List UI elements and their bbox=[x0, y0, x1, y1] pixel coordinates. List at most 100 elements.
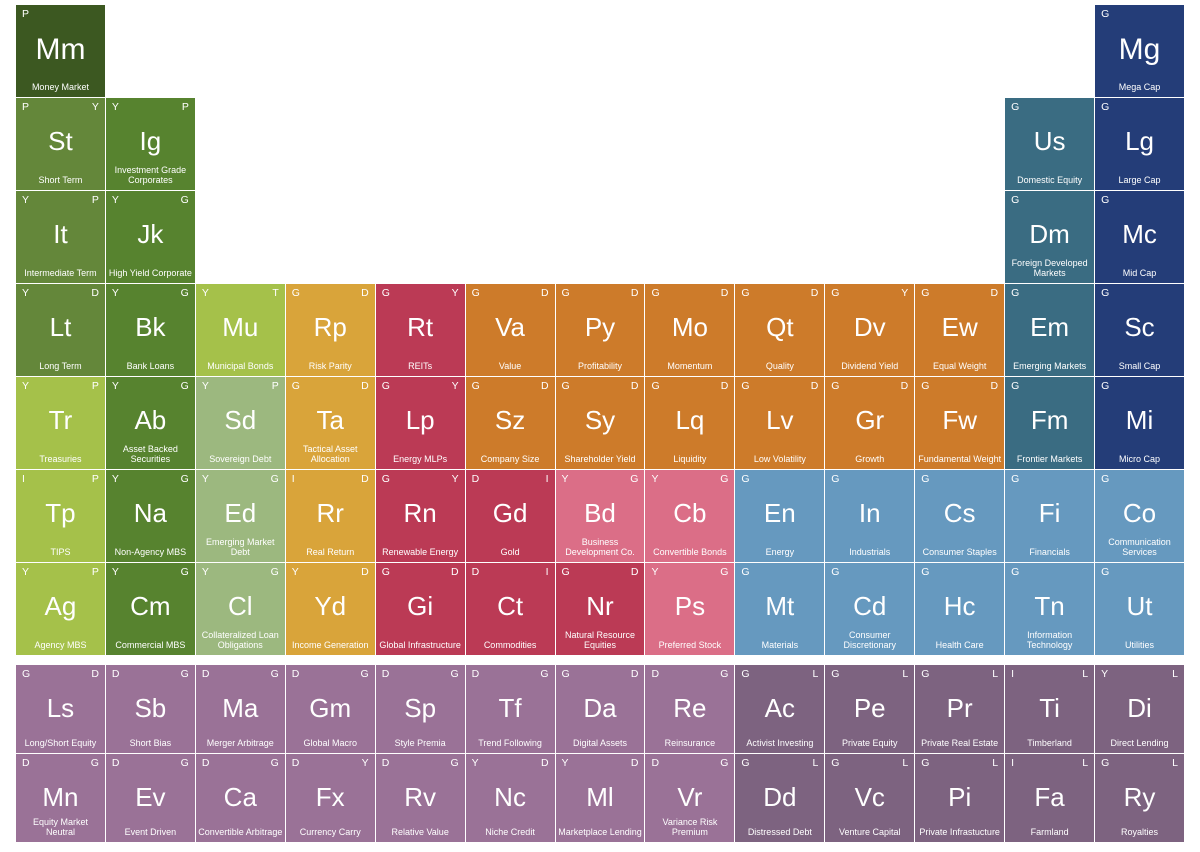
cell-name: Financials bbox=[1007, 548, 1092, 558]
cell-name: Materials bbox=[737, 641, 822, 651]
asset-cell-ml: YDMlMarketplace Lending bbox=[556, 754, 645, 842]
cell-top-right: G bbox=[181, 668, 189, 680]
cell-name: Direct Lending bbox=[1097, 739, 1182, 749]
cell-symbol: Sd bbox=[196, 405, 285, 436]
cell-symbol: Ma bbox=[196, 693, 285, 724]
cell-top-right: G bbox=[181, 757, 189, 769]
cell-name: Currency Carry bbox=[288, 828, 373, 838]
cell-top-left: D bbox=[112, 757, 120, 769]
cell-top-left: D bbox=[202, 668, 210, 680]
asset-cell-tp: IPTpTIPS bbox=[16, 470, 105, 562]
cell-name: Momentum bbox=[647, 362, 732, 372]
asset-cell-ta: GDTaTactical Asset Allocation bbox=[286, 377, 375, 469]
cell-top-left: G bbox=[382, 380, 390, 392]
cell-top-right: G bbox=[271, 566, 279, 578]
asset-cell-ig: YPIgInvestment Grade Corporates bbox=[106, 98, 195, 190]
cell-name: Utilities bbox=[1097, 641, 1182, 651]
cell-name: Growth bbox=[827, 455, 912, 465]
cell-top-left: G bbox=[1101, 8, 1109, 20]
cell-symbol: Nr bbox=[556, 591, 645, 622]
cell-top-right: G bbox=[271, 668, 279, 680]
cell-name: Consumer Discretionary bbox=[827, 631, 912, 651]
periodic-table-canvas: PMmMoney MarketGMgMega CapPYStShort Term… bbox=[0, 0, 1200, 852]
asset-cell-mc: GMcMid Cap bbox=[1095, 191, 1184, 283]
asset-cell-mi: GMiMicro Cap bbox=[1095, 377, 1184, 469]
cell-name: Risk Parity bbox=[288, 362, 373, 372]
cell-top-left: D bbox=[382, 668, 390, 680]
cell-name: Low Volatility bbox=[737, 455, 822, 465]
asset-cell-sb: DGSbShort Bias bbox=[106, 665, 195, 753]
cell-top-right: D bbox=[991, 287, 999, 299]
cell-name: Commercial MBS bbox=[108, 641, 193, 651]
cell-symbol: Cs bbox=[915, 498, 1004, 529]
asset-cell-cl: YGClCollateralized Loan Obligations bbox=[196, 563, 285, 655]
cell-top-left: Y bbox=[1101, 668, 1108, 680]
cell-top-right: D bbox=[361, 566, 369, 578]
cell-name: Trend Following bbox=[468, 739, 553, 749]
cell-symbol: Rn bbox=[376, 498, 465, 529]
cell-top-right: L bbox=[1082, 757, 1088, 769]
asset-cell-lp: GYLpEnergy MLPs bbox=[376, 377, 465, 469]
cell-top-left: G bbox=[562, 380, 570, 392]
cell-symbol: Fi bbox=[1005, 498, 1094, 529]
cell-name: Domestic Equity bbox=[1007, 176, 1092, 186]
cell-top-left: Y bbox=[112, 287, 119, 299]
cell-top-right: L bbox=[812, 757, 818, 769]
cell-top-right: D bbox=[901, 380, 909, 392]
cell-top-left: G bbox=[1011, 101, 1019, 113]
cell-top-left: G bbox=[921, 287, 929, 299]
cell-top-left: D bbox=[382, 757, 390, 769]
cell-top-left: Y bbox=[202, 473, 209, 485]
cell-name: Bank Loans bbox=[108, 362, 193, 372]
cell-symbol: Sp bbox=[376, 693, 465, 724]
cell-name: Liquidity bbox=[647, 455, 732, 465]
cell-symbol: Re bbox=[645, 693, 734, 724]
cell-name: Income Generation bbox=[288, 641, 373, 651]
cell-top-right: G bbox=[630, 473, 638, 485]
asset-cell-co: GCoCommunication Services bbox=[1095, 470, 1184, 562]
asset-cell-sy: GDSyShareholder Yield bbox=[556, 377, 645, 469]
asset-cell-rn: GYRnRenewable Energy bbox=[376, 470, 465, 562]
cell-symbol: Mm bbox=[16, 33, 105, 67]
cell-top-left: G bbox=[831, 668, 839, 680]
cell-name: TIPS bbox=[18, 548, 103, 558]
asset-cell-va: GDVaValue bbox=[466, 284, 555, 376]
asset-cell-fa: ILFaFarmland bbox=[1005, 754, 1094, 842]
cell-top-right: G bbox=[181, 194, 189, 206]
cell-top-right: D bbox=[991, 380, 999, 392]
cell-symbol: Bk bbox=[106, 312, 195, 343]
cell-name: Energy MLPs bbox=[378, 455, 463, 465]
asset-cell-pi: GLPiPrivate Infrastucture bbox=[915, 754, 1004, 842]
cell-symbol: Dd bbox=[735, 782, 824, 813]
cell-symbol: Fm bbox=[1005, 405, 1094, 436]
cell-top-left: G bbox=[741, 287, 749, 299]
asset-cell-py: GDPyProfitability bbox=[556, 284, 645, 376]
cell-top-left: D bbox=[651, 668, 659, 680]
cell-top-right: L bbox=[1082, 668, 1088, 680]
asset-cell-rp: GDRpRisk Parity bbox=[286, 284, 375, 376]
cell-symbol: Tf bbox=[466, 693, 555, 724]
cell-top-left: Y bbox=[651, 566, 658, 578]
asset-cell-gm: DGGmGlobal Macro bbox=[286, 665, 375, 753]
cell-top-right: P bbox=[92, 473, 99, 485]
asset-cell-dm: GDmForeign Developed Markets bbox=[1005, 191, 1094, 283]
cell-top-right: D bbox=[631, 287, 639, 299]
asset-cell-yd: YDYdIncome Generation bbox=[286, 563, 375, 655]
cell-name: Business Development Co. bbox=[558, 538, 643, 558]
cell-symbol: Mo bbox=[645, 312, 734, 343]
cell-name: Private Equity bbox=[827, 739, 912, 749]
asset-cell-nr: GDNrNatural Resource Equities bbox=[556, 563, 645, 655]
cell-top-right: L bbox=[992, 757, 998, 769]
cell-name: REITs bbox=[378, 362, 463, 372]
cell-name: Frontier Markets bbox=[1007, 455, 1092, 465]
cell-top-left: G bbox=[1101, 101, 1109, 113]
cell-top-right: G bbox=[540, 668, 548, 680]
asset-cell-lv: GDLvLow Volatility bbox=[735, 377, 824, 469]
cell-top-right: G bbox=[91, 757, 99, 769]
asset-cell-lq: GDLqLiquidity bbox=[645, 377, 734, 469]
cell-name: Tactical Asset Allocation bbox=[288, 445, 373, 465]
cell-top-right: D bbox=[631, 380, 639, 392]
cell-symbol: En bbox=[735, 498, 824, 529]
cell-top-right: D bbox=[91, 668, 99, 680]
asset-cell-cm: YGCmCommercial MBS bbox=[106, 563, 195, 655]
